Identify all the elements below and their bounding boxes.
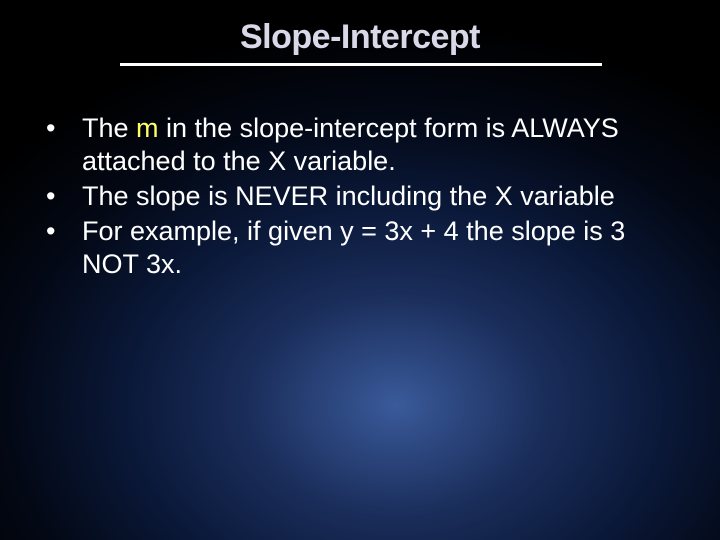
bullet-text: The slope is NEVER including the X varia… [82, 180, 680, 213]
bullet-item: • The m in the slope-intercept form is A… [40, 112, 680, 178]
bullet-marker-icon: • [40, 112, 82, 145]
bullet-item: • The slope is NEVER including the X var… [40, 180, 680, 213]
bullet-text: For example, if given y = 3x + 4 the slo… [82, 215, 680, 281]
bullet-text-highlight: m [136, 113, 159, 143]
bullet-text: The m in the slope-intercept form is ALW… [82, 112, 680, 178]
slide-body: • The m in the slope-intercept form is A… [0, 66, 720, 281]
bullet-marker-icon: • [40, 215, 82, 248]
bullet-text-pre: For example, if given y = 3x + 4 the slo… [82, 216, 625, 279]
bullet-text-post: in the slope-intercept form is ALWAYS at… [82, 113, 619, 176]
bullet-text-pre: The [82, 113, 136, 143]
bullet-item: • For example, if given y = 3x + 4 the s… [40, 215, 680, 281]
slide-title: Slope-Intercept [0, 0, 720, 63]
bullet-marker-icon: • [40, 180, 82, 213]
bullet-text-pre: The slope is NEVER including the X varia… [82, 181, 615, 211]
